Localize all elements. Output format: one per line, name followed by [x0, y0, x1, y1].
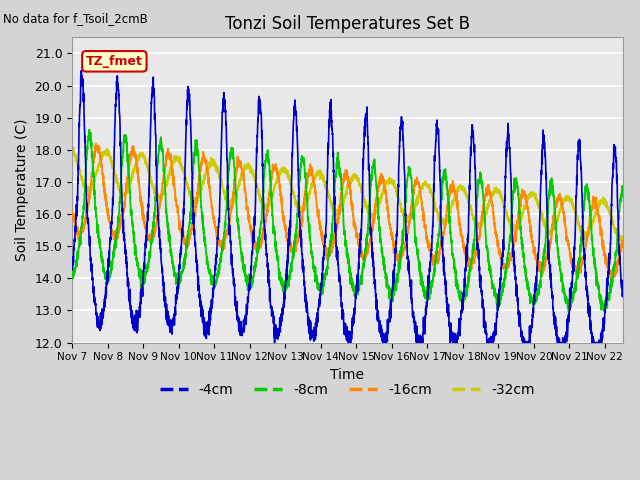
Text: No data for f_Tsoil_2cmB: No data for f_Tsoil_2cmB: [3, 12, 148, 25]
X-axis label: Time: Time: [330, 368, 364, 382]
Legend: -4cm, -8cm, -16cm, -32cm: -4cm, -8cm, -16cm, -32cm: [154, 378, 540, 403]
Text: TZ_fmet: TZ_fmet: [86, 55, 143, 68]
Title: Tonzi Soil Temperatures Set B: Tonzi Soil Temperatures Set B: [225, 15, 470, 33]
Y-axis label: Soil Temperature (C): Soil Temperature (C): [15, 119, 29, 261]
